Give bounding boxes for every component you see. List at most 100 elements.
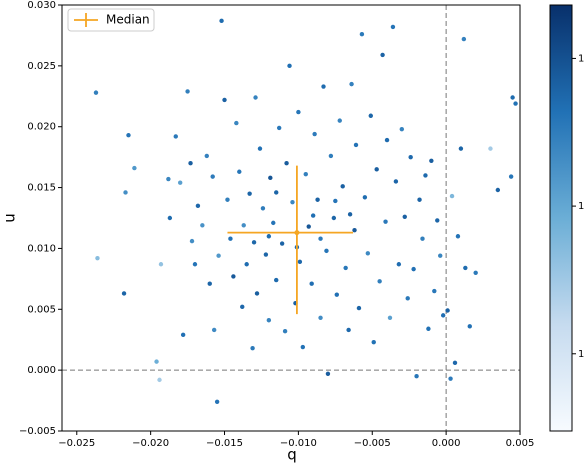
- point: [312, 131, 317, 137]
- point: [296, 109, 301, 115]
- point: [204, 153, 209, 159]
- point: [271, 220, 276, 226]
- point: [384, 137, 390, 143]
- median-point: [294, 230, 300, 236]
- y-tick-label: 0.025: [27, 61, 56, 72]
- point: [429, 158, 434, 163]
- point: [240, 304, 245, 310]
- point: [211, 327, 217, 333]
- point: [408, 154, 413, 160]
- point: [274, 277, 279, 283]
- point: [166, 176, 171, 182]
- point: [318, 236, 323, 241]
- point: [315, 197, 320, 202]
- point: [340, 184, 345, 189]
- point: [95, 255, 100, 261]
- point: [333, 198, 338, 204]
- y-tick-label: 0.000: [27, 365, 56, 376]
- point: [266, 234, 272, 239]
- point: [387, 315, 393, 321]
- point: [257, 146, 263, 151]
- point: [306, 224, 311, 229]
- point: [126, 133, 131, 138]
- x-tick-label: −0.020: [132, 438, 169, 449]
- point: [337, 118, 342, 123]
- point: [263, 252, 269, 257]
- x-tick-label: −0.005: [354, 438, 391, 449]
- point: [331, 215, 337, 221]
- point: [467, 324, 472, 329]
- point: [347, 212, 353, 217]
- point: [318, 315, 323, 321]
- legend-box: [67, 8, 155, 32]
- point: [356, 305, 362, 311]
- y-tick-label: 0.015: [27, 183, 56, 194]
- point: [343, 265, 348, 271]
- point: [234, 120, 239, 126]
- x-tick-label: −0.015: [206, 438, 243, 449]
- point: [432, 288, 437, 294]
- point: [173, 134, 178, 139]
- colorbar-tick-label: 10: [578, 349, 585, 360]
- point: [309, 281, 314, 286]
- point: [214, 399, 220, 404]
- point: [393, 179, 399, 184]
- point: [438, 253, 443, 258]
- point: [93, 90, 99, 95]
- y-tick-label: 0.010: [27, 243, 56, 254]
- point: [303, 171, 308, 177]
- point: [452, 360, 458, 366]
- point: [440, 313, 446, 318]
- point: [383, 219, 388, 224]
- y-tick-label: 0.005: [27, 304, 56, 315]
- point: [195, 203, 201, 209]
- point: [396, 262, 402, 267]
- point: [244, 262, 249, 267]
- x-tick-label: 0.000: [432, 438, 461, 449]
- point: [300, 344, 306, 350]
- point: [188, 161, 193, 166]
- point: [177, 180, 183, 185]
- point: [445, 308, 450, 313]
- point: [458, 146, 464, 151]
- point: [325, 371, 331, 376]
- point: [352, 227, 357, 233]
- point: [353, 142, 359, 148]
- point: [274, 190, 279, 195]
- point: [346, 327, 351, 333]
- point: [219, 18, 224, 24]
- point: [324, 248, 329, 254]
- point: [426, 326, 431, 331]
- point: [216, 253, 221, 258]
- point: [414, 374, 419, 379]
- x-tick-label: −0.010: [280, 438, 317, 449]
- point: [250, 346, 255, 351]
- point: [132, 165, 137, 171]
- point: [435, 218, 440, 223]
- point: [123, 190, 128, 195]
- point: [189, 238, 195, 244]
- point: [321, 84, 326, 89]
- plot-frame: [61, 4, 521, 432]
- point: [254, 291, 260, 296]
- point: [423, 173, 428, 178]
- colorbar-tick-label: 10: [578, 201, 585, 212]
- point: [374, 167, 379, 172]
- point: [488, 146, 493, 151]
- point: [417, 197, 422, 202]
- point: [510, 95, 515, 100]
- x-tick-label: −0.025: [58, 438, 95, 449]
- point: [513, 101, 518, 106]
- point: [237, 169, 242, 174]
- point: [121, 291, 127, 296]
- point: [377, 279, 382, 284]
- point: [228, 236, 233, 241]
- point: [225, 197, 230, 202]
- point: [157, 377, 162, 383]
- point: [231, 274, 236, 279]
- point: [276, 125, 282, 131]
- point: [266, 318, 272, 323]
- point: [167, 215, 173, 221]
- legend-label: Median: [106, 13, 150, 27]
